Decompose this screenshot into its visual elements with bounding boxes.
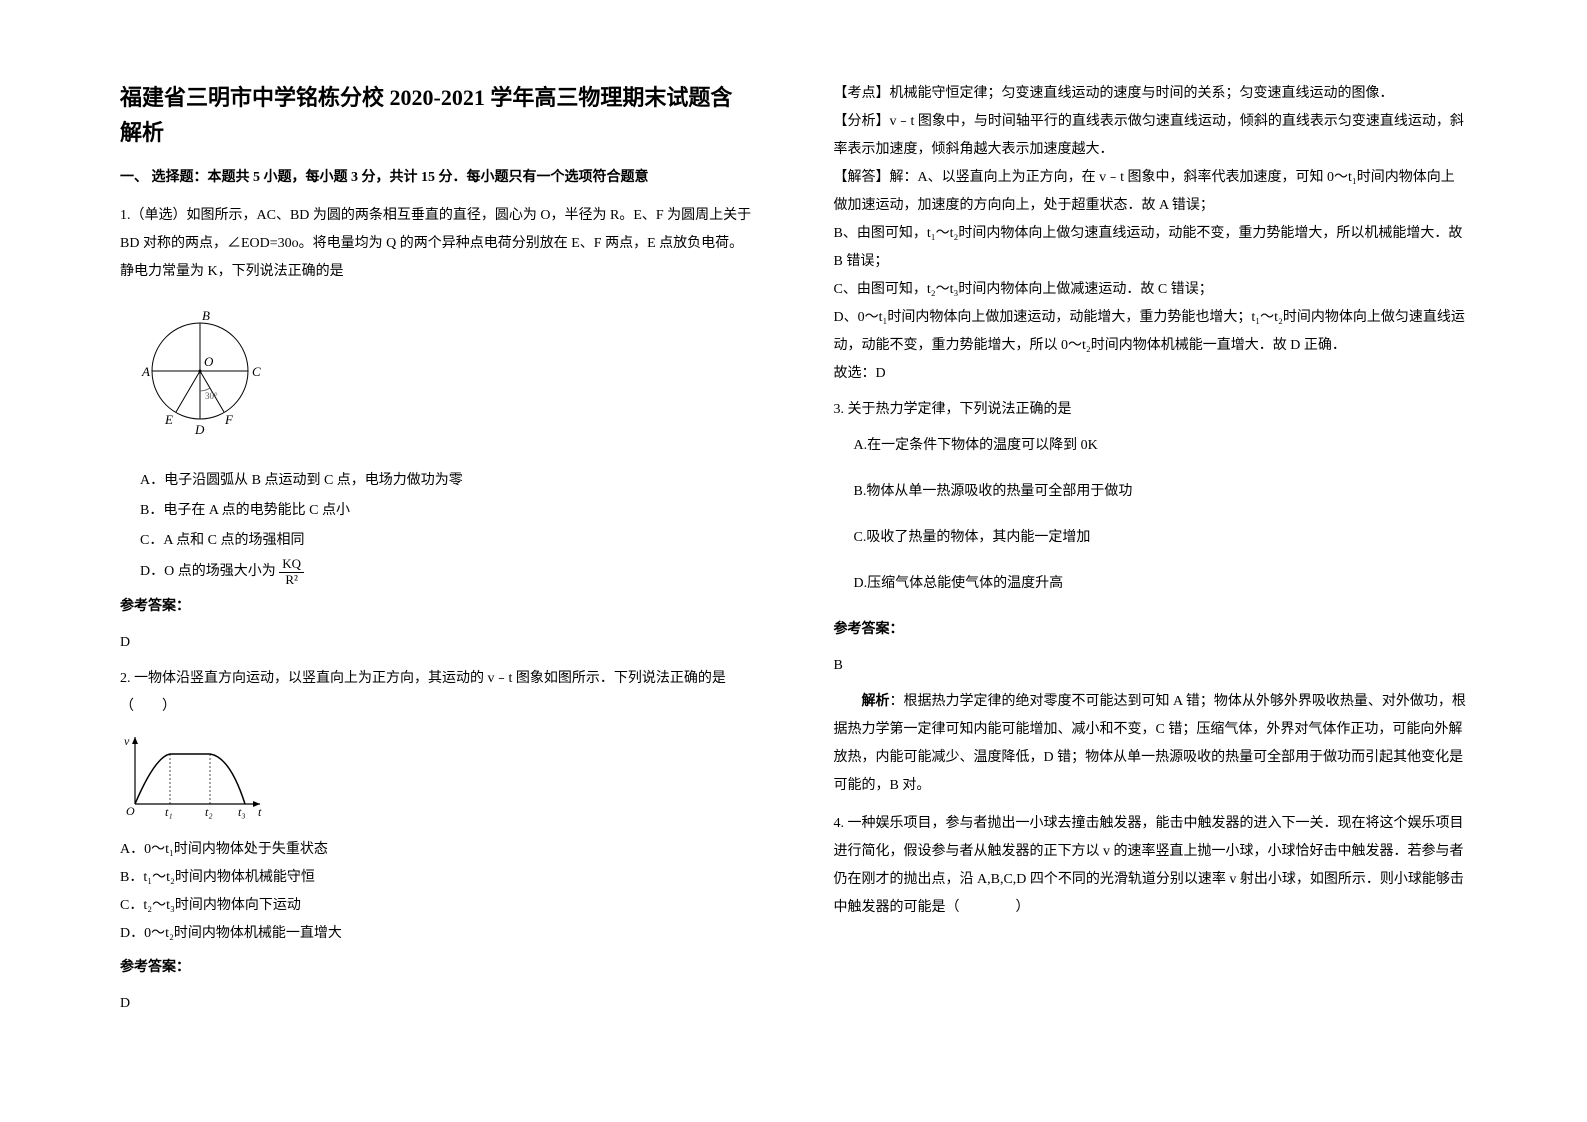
q2-answer: D — [120, 990, 754, 1018]
svg-text:t₁: t₁ — [165, 805, 173, 819]
svg-text:E: E — [164, 412, 173, 427]
q3-jiexi: 解析：根据热力学定律的绝对零度不可能达到可知 A 错；物体从外够外界吸收热量、对… — [834, 688, 1468, 800]
q3-optA: A.在一定条件下物体的温度可以降到 0K — [834, 432, 1468, 460]
q1-optB: B．电子在 A 点的电势能比 C 点小 — [120, 497, 754, 525]
svg-text:t: t — [258, 805, 262, 819]
svg-text:O: O — [204, 354, 214, 369]
svg-text:30°: 30° — [205, 391, 218, 401]
q3-optB: B.物体从单一热源吸收的热量可全部用于做功 — [834, 478, 1468, 506]
page-title: 福建省三明市中学铭栋分校 2020-2021 学年高三物理期末试题含解析 — [120, 80, 754, 150]
q2-optB: B．t₁～t₂时间内物体机械能守恒 — [120, 864, 754, 892]
q3-optC: C.吸收了热量的物体，其内能一定增加 — [834, 524, 1468, 552]
section-header: 一、 选择题：本题共 5 小题，每小题 3 分，共计 15 分．每小题只有一个选… — [120, 164, 754, 192]
q2-fenxi: 【分析】v﹣t 图象中，与时间轴平行的直线表示做匀速直线运动，倾斜的直线表示匀变… — [834, 108, 1468, 164]
svg-text:D: D — [194, 422, 205, 437]
q2-optC: C．t₂～t₃时间内物体向下运动 — [120, 892, 754, 920]
q2-optD: D．0～t₂时间内物体机械能一直增大 — [120, 920, 754, 948]
q2-jieda4: D、0～t₁时间内物体向上做加速运动，动能增大，重力势能也增大；t₁～t₂时间内… — [834, 304, 1468, 360]
q1-stem: 1.（单选）如图所示，AC、BD 为圆的两条相互垂直的直径，圆心为 O，半径为 … — [120, 202, 754, 286]
q3-optD: D.压缩气体总能使气体的温度升高 — [834, 570, 1468, 598]
svg-text:F: F — [224, 412, 234, 427]
q2-answer-label: 参考答案： — [120, 954, 754, 982]
svg-text:C: C — [252, 364, 261, 379]
q1-optC: C．A 点和 C 点的场强相同 — [120, 527, 754, 555]
q2-guxuan: 故选：D — [834, 360, 1468, 388]
svg-text:O: O — [126, 804, 135, 818]
q4-stem: 4. 一种娱乐项目，参与者抛出一小球去撞击触发器，能击中触发器的进入下一关．现在… — [834, 810, 1468, 922]
q1-optA: A．电子沿圆弧从 B 点运动到 C 点，电场力做功为零 — [120, 467, 754, 495]
q1-answer-label: 参考答案： — [120, 593, 754, 621]
svg-text:v: v — [124, 734, 130, 748]
q2-jieda2: B、由图可知，t₁～t₂时间内物体向上做匀速直线运动，动能不变，重力势能增大，所… — [834, 220, 1468, 276]
q3-answer-label: 参考答案： — [834, 616, 1468, 644]
svg-text:B: B — [202, 308, 210, 323]
q2-jieda3: C、由图可知，t₂～t₃时间内物体向上做减速运动．故 C 错误； — [834, 276, 1468, 304]
q1-optD: D．O 点的场强大小为 KQR² — [120, 557, 754, 587]
q2-jieda1: 【解答】解：A、以竖直向上为正方向，在 v﹣t 图象中，斜率代表加速度，可知 0… — [834, 164, 1468, 220]
q2-kaodian: 【考点】机械能守恒定律；匀变速直线运动的速度与时间的关系；匀变速直线运动的图像． — [834, 80, 1468, 108]
q2-diagram: v O t₁ t₂ t₃ t — [120, 729, 754, 830]
svg-text:t₂: t₂ — [205, 805, 213, 819]
q3-stem: 3. 关于热力学定律，下列说法正确的是 — [834, 396, 1468, 424]
svg-text:A: A — [141, 364, 150, 379]
q3-answer: B — [834, 652, 1468, 680]
q2-optA: A．0～t₁时间内物体处于失重状态 — [120, 836, 754, 864]
q2-stem: 2. 一物体沿竖直方向运动，以竖直向上为正方向，其运动的 v﹣t 图象如图所示．… — [120, 665, 754, 721]
q1-diagram: 30° A B C D E F O — [140, 296, 754, 457]
q1-answer: D — [120, 629, 754, 657]
svg-text:t₃: t₃ — [238, 805, 246, 819]
